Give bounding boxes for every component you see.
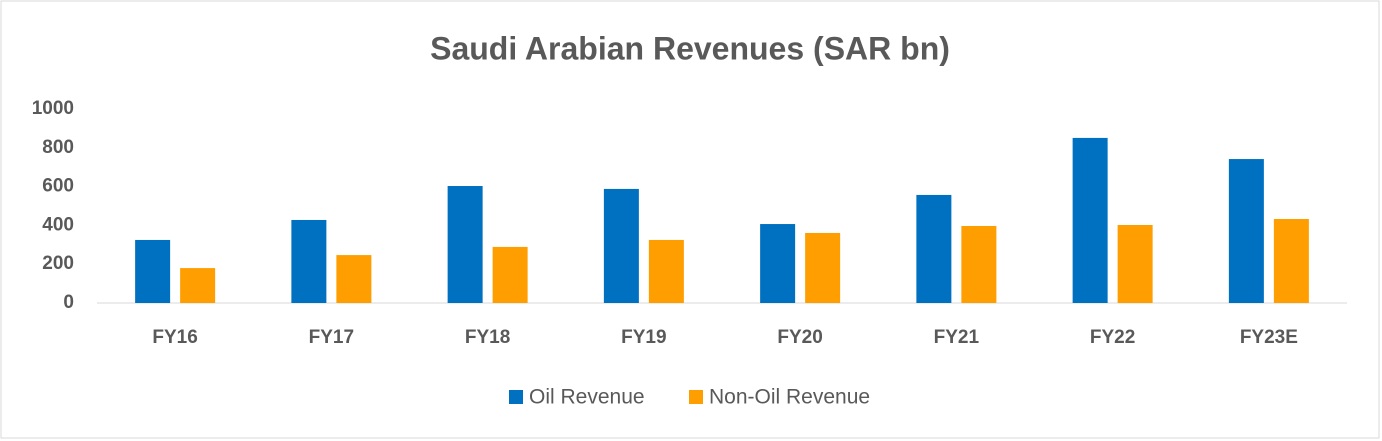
x-tick-label: FY16: [152, 327, 197, 348]
bar: [648, 239, 684, 303]
legend-swatch: [509, 390, 523, 404]
x-tick-label: FY19: [621, 327, 666, 348]
x-tick-label: FY22: [1090, 327, 1135, 348]
bar: [916, 194, 952, 303]
bar: [492, 246, 528, 303]
x-tick-label: FY23E: [1240, 327, 1298, 348]
bar: [291, 219, 327, 303]
bar: [1072, 137, 1108, 303]
y-tick-label: 1000: [32, 98, 74, 119]
bar: [447, 186, 483, 303]
y-tick-label: 400: [42, 214, 74, 235]
bar: [805, 232, 841, 303]
bar: [336, 255, 372, 303]
x-tick-label: FY18: [465, 327, 510, 348]
bar: [1117, 225, 1153, 303]
bar: [760, 224, 796, 303]
bar: [135, 239, 171, 303]
legend-label: Non-Oil Revenue: [709, 386, 870, 409]
y-tick-label: 600: [42, 176, 74, 197]
bar: [961, 225, 997, 303]
bar: [603, 188, 639, 303]
chart-title: Saudi Arabian Revenues (SAR bn): [430, 30, 950, 66]
y-tick-label: 800: [42, 137, 74, 158]
x-tick-label: FY21: [934, 327, 980, 348]
y-tick-label: 200: [42, 253, 74, 274]
legend-label: Oil Revenue: [529, 386, 645, 409]
legend-swatch: [689, 390, 703, 404]
x-tick-label: FY20: [777, 327, 822, 348]
bar: [1273, 218, 1309, 303]
bar: [1228, 159, 1264, 303]
x-tick-label: FY17: [309, 327, 354, 348]
y-tick-label: 0: [63, 292, 74, 313]
bar: [180, 268, 216, 303]
